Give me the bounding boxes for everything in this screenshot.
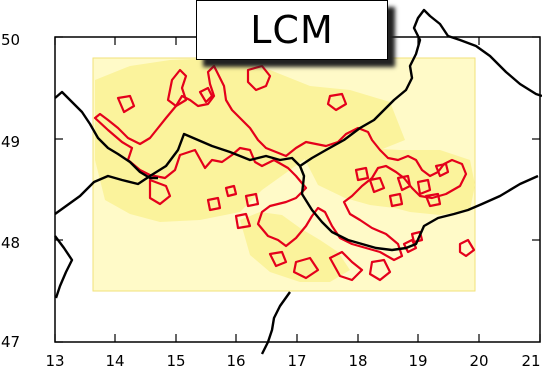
x-tick-label: 18	[348, 352, 367, 370]
x-tick-label: 19	[408, 352, 427, 370]
y-tick-labels: 50 49 48 47	[1, 31, 20, 351]
x-tick-labels: 13 14 15 16 17 18 19 20 21	[45, 352, 540, 370]
contour-lines	[93, 64, 476, 282]
x-tick-label: 20	[469, 352, 488, 370]
country-borders	[54, 8, 542, 355]
x-tick-label: 13	[45, 352, 64, 370]
x-tick-label: 17	[287, 352, 306, 370]
y-tick-label: 47	[1, 333, 20, 351]
x-tick-label: 15	[166, 352, 185, 370]
x-tick-label: 14	[105, 352, 124, 370]
x-tick-label: 21	[521, 352, 540, 370]
y-tick-label: 49	[1, 133, 20, 151]
y-tick-label: 50	[1, 31, 20, 49]
x-tick-label: 16	[226, 352, 245, 370]
axis-ticks	[54, 36, 541, 343]
y-tick-label: 48	[1, 234, 20, 252]
map-title: LCM	[250, 8, 334, 52]
title-box: LCM	[196, 0, 388, 60]
